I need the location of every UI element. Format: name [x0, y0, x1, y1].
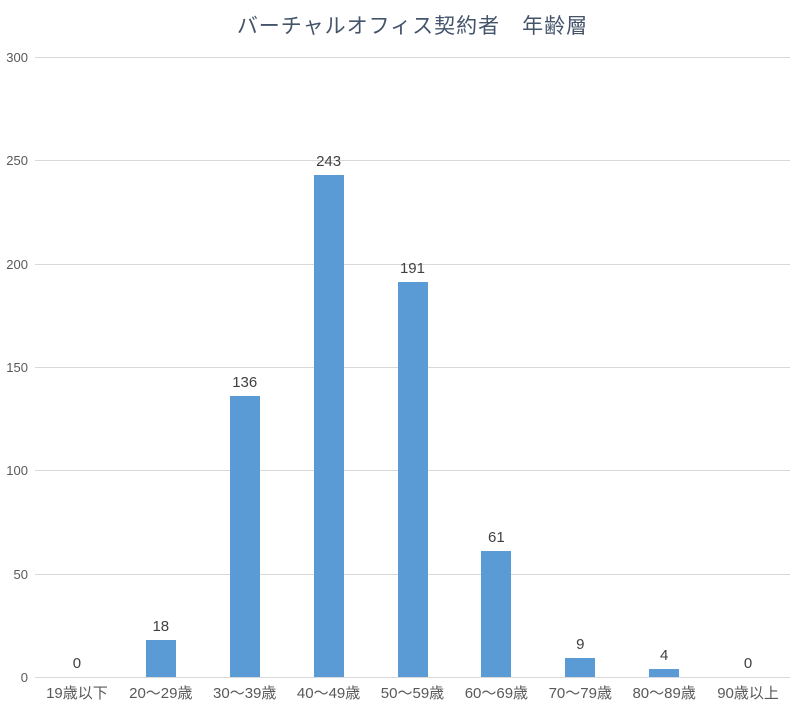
x-axis-tick-label: 40～49歳 [296, 685, 361, 702]
x-axis-tick-label: 60～69歳 [464, 685, 529, 702]
x-axis-line [35, 677, 790, 678]
y-axis-tick-label: 100 [6, 463, 28, 479]
x-axis-tick-label: 19歳以下 [46, 685, 108, 702]
bar-value-label: 61 [488, 528, 505, 546]
bar [481, 550, 512, 677]
bar-value-label: 18 [152, 617, 170, 635]
y-axis-tick-label: 0 [20, 670, 28, 685]
gridline [35, 160, 790, 162]
bar [649, 668, 680, 677]
bar [313, 174, 344, 677]
bar-value-label: 0 [743, 655, 753, 672]
bar [145, 639, 176, 677]
bar-value-label: 0 [72, 655, 82, 672]
bar-value-label: 9 [576, 636, 585, 654]
bar-value-label: 243 [316, 152, 342, 170]
y-axis-tick-label: 150 [6, 360, 28, 375]
bar-value-label: 191 [399, 260, 425, 278]
y-axis-tick-label: 250 [6, 153, 28, 169]
x-axis-tick-label: 50～59歳 [380, 685, 445, 702]
bar [397, 282, 428, 677]
y-axis-tick-label: 300 [6, 50, 28, 65]
gridline [35, 263, 790, 265]
bar [229, 395, 260, 677]
x-axis-tick-label: 90歳以上 [717, 685, 779, 702]
x-axis-tick-label: 30～39歳 [213, 685, 277, 702]
x-axis-tick-label: 80～89歳 [632, 685, 696, 702]
bar-value-label: 136 [232, 373, 258, 391]
plot-area: 0 18 136 243 191 61 9 4 0 [35, 57, 790, 678]
gridline [35, 57, 790, 58]
bar-value-label: 4 [659, 646, 669, 664]
bar [565, 658, 596, 677]
y-axis-tick-label: 50 [13, 566, 28, 582]
y-axis-tick-label: 200 [6, 256, 28, 272]
x-axis-tick-label: 20～29歳 [129, 685, 193, 702]
x-axis-tick-label: 70～79歳 [548, 685, 612, 702]
chart-title: バーチャルオフィス契約者 年齢層 [236, 15, 589, 38]
